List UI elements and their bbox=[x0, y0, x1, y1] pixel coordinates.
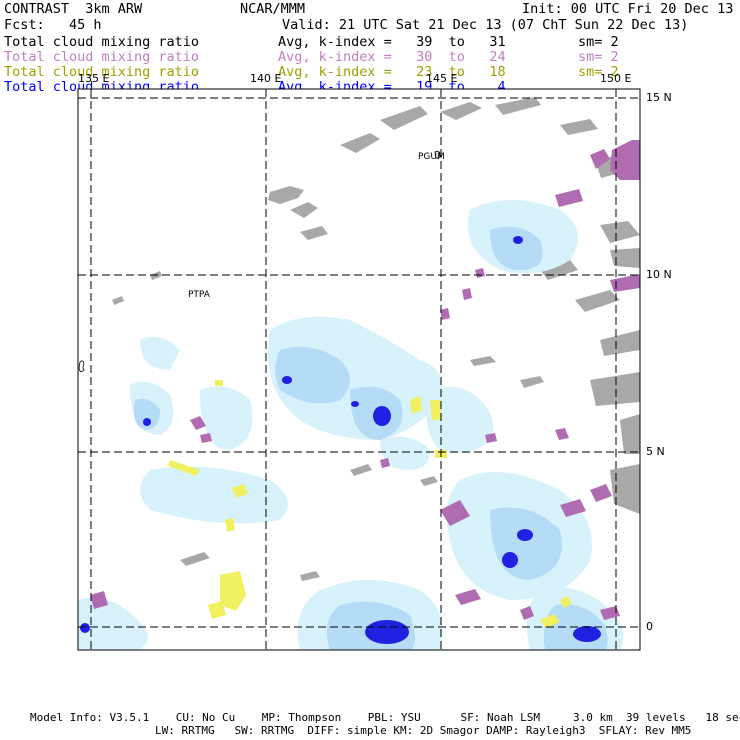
island-outline bbox=[78, 360, 85, 372]
sm-label-row-1: sm= 2 bbox=[578, 34, 619, 50]
model-title: CONTRAST 3km ARW bbox=[4, 1, 143, 17]
model-info-line-1: Model Info: V3.5.1 CU: No Cu MP: Thompso… bbox=[30, 711, 740, 724]
model-info-line-2: LW: RRTMG SW: RRTMG DIFF: simple KM: 2D … bbox=[155, 724, 692, 737]
station-label-ptpa: PTPA bbox=[188, 290, 210, 300]
lat-lon-grid bbox=[78, 89, 640, 650]
forecast-hour: Fcst: 45 h bbox=[4, 17, 102, 33]
map-frame bbox=[77, 88, 641, 651]
org-title: NCAR/MMM bbox=[240, 1, 306, 17]
kindex-label-row-1: Avg, k-index = 39 to 31 bbox=[278, 34, 506, 50]
field-label-row-2: Total cloud mixing ratio bbox=[4, 49, 200, 65]
init-time: Init: 00 UTC Fri 20 Dec 13 bbox=[522, 1, 734, 17]
sm-label-row-2: sm= 2 bbox=[578, 49, 619, 65]
lat-label-0: 0 bbox=[646, 620, 653, 633]
field-label-row-1: Total cloud mixing ratio bbox=[4, 34, 200, 50]
station-label-pgum: PGUM bbox=[418, 152, 445, 162]
gray-cloud-layer bbox=[112, 97, 640, 581]
guam-outline bbox=[434, 150, 441, 159]
lon-label-135: 135 E bbox=[78, 72, 110, 85]
valid-time: Valid: 21 UTC Sat 21 Dec 13 (07 ChT Sun … bbox=[282, 17, 689, 33]
purple-cloud-layer bbox=[90, 140, 640, 620]
sm-label-row-3: sm= 2 bbox=[578, 64, 619, 80]
lon-label-150: 150 E bbox=[600, 72, 632, 85]
lat-label-10n: 10 N bbox=[646, 268, 672, 281]
field-label-row-3: Total cloud mixing ratio bbox=[4, 64, 200, 80]
lon-label-140: 140 E bbox=[250, 72, 282, 85]
kindex-label-row-2: Avg, k-index = 30 to 24 bbox=[278, 49, 506, 65]
lat-label-5n: 5 N bbox=[646, 445, 665, 458]
mid-blue-cloud-layer bbox=[133, 226, 608, 650]
lat-label-15n: 15 N bbox=[646, 91, 672, 104]
kindex-label-row-3: Avg, k-index = 23 to 18 bbox=[278, 64, 506, 80]
lon-label-145: 145 E bbox=[426, 72, 458, 85]
dark-blue-cloud-cores bbox=[80, 236, 601, 644]
